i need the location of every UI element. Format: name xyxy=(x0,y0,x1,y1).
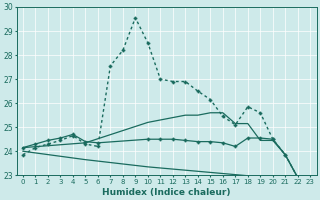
X-axis label: Humidex (Indice chaleur): Humidex (Indice chaleur) xyxy=(102,188,231,197)
